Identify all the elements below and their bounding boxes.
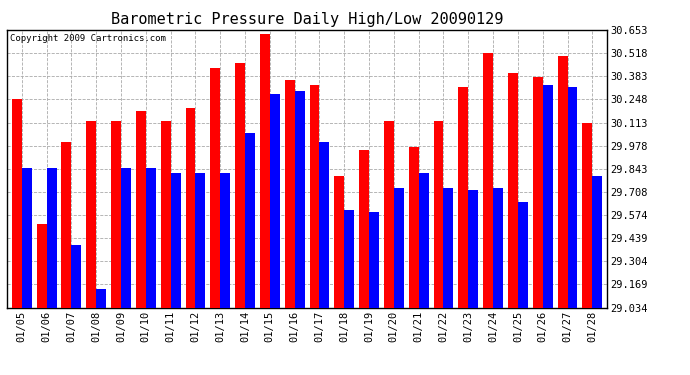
Bar bbox=[260, 34, 270, 308]
Bar bbox=[22, 168, 32, 308]
Bar bbox=[508, 74, 518, 308]
Bar bbox=[483, 53, 493, 307]
Bar bbox=[245, 134, 255, 308]
Bar bbox=[394, 188, 404, 308]
Bar bbox=[121, 168, 131, 308]
Bar bbox=[111, 122, 121, 308]
Bar bbox=[567, 87, 578, 308]
Bar bbox=[37, 224, 47, 308]
Bar bbox=[444, 188, 453, 308]
Bar bbox=[408, 147, 419, 308]
Bar bbox=[210, 68, 220, 308]
Bar bbox=[61, 142, 71, 308]
Text: Copyright 2009 Cartronics.com: Copyright 2009 Cartronics.com bbox=[10, 34, 166, 43]
Bar bbox=[543, 86, 553, 308]
Bar bbox=[518, 202, 528, 308]
Bar bbox=[319, 142, 329, 308]
Bar bbox=[592, 176, 602, 308]
Bar bbox=[458, 87, 469, 308]
Bar bbox=[146, 168, 156, 308]
Bar bbox=[136, 111, 146, 308]
Bar bbox=[86, 122, 96, 308]
Bar bbox=[170, 173, 181, 308]
Bar bbox=[310, 86, 319, 308]
Bar bbox=[235, 63, 245, 308]
Bar bbox=[493, 188, 503, 308]
Bar bbox=[384, 122, 394, 308]
Bar bbox=[335, 176, 344, 308]
Bar bbox=[582, 123, 592, 308]
Bar bbox=[359, 150, 369, 308]
Bar bbox=[369, 212, 379, 308]
Bar bbox=[533, 77, 543, 308]
Bar bbox=[47, 168, 57, 308]
Bar bbox=[344, 210, 354, 308]
Bar bbox=[558, 56, 567, 308]
Bar bbox=[285, 80, 295, 308]
Title: Barometric Pressure Daily High/Low 20090129: Barometric Pressure Daily High/Low 20090… bbox=[111, 12, 503, 27]
Bar bbox=[161, 122, 170, 308]
Bar bbox=[195, 173, 206, 308]
Bar bbox=[12, 99, 22, 308]
Bar bbox=[433, 122, 444, 308]
Bar bbox=[186, 108, 195, 307]
Bar bbox=[96, 290, 106, 308]
Bar bbox=[469, 190, 478, 308]
Bar bbox=[71, 245, 81, 308]
Bar bbox=[295, 90, 304, 308]
Bar bbox=[419, 173, 428, 308]
Bar bbox=[220, 173, 230, 308]
Bar bbox=[270, 94, 279, 308]
